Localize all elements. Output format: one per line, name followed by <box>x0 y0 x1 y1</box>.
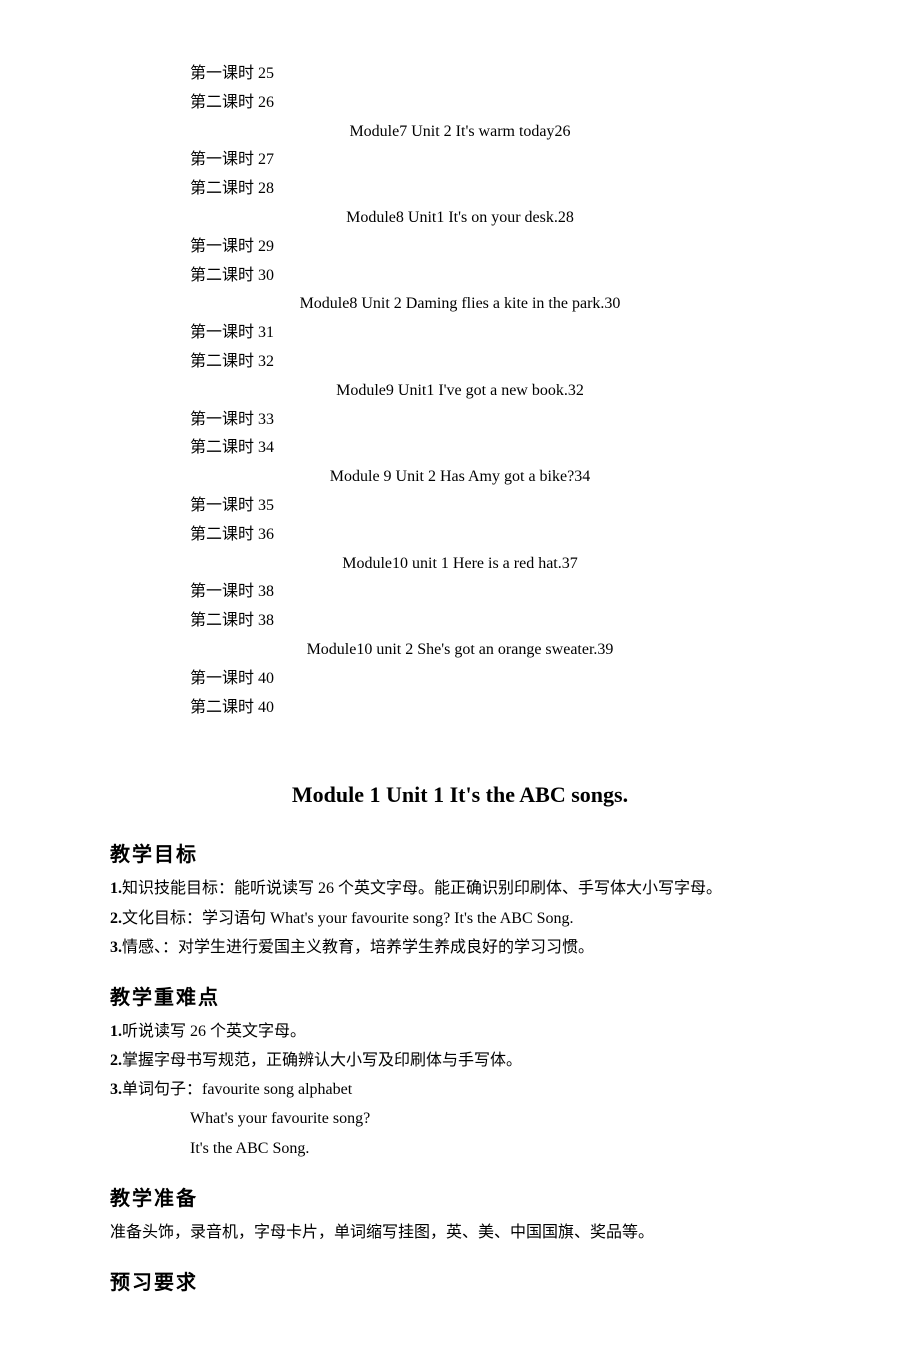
toc-row: 第二课时 34 <box>110 434 810 463</box>
keypoint-line: 2.掌握字母书写规范，正确辨认大小写及印刷体与手写体。 <box>110 1047 810 1074</box>
toc-row: 第一课时 38 <box>110 578 810 607</box>
objective-line: 2.文化目标：学习语句 What's your favourite song? … <box>110 905 810 932</box>
toc-row: 第一课时 29 <box>110 233 810 262</box>
text: 知识技能目标：能听说读写 26 个英文字母。能正确识别印刷体、手写体大小写字母。 <box>122 880 722 897</box>
text: 情感、：对学生进行爱国主义教育，培养学生养成良好的学习习惯。 <box>122 939 594 956</box>
keypoint-indented: What's your favourite song? <box>110 1105 810 1132</box>
toc-row: 第一课时 25 <box>110 60 810 89</box>
toc-row: 第二课时 32 <box>110 348 810 377</box>
text: 单词句子：favourite song alphabet <box>122 1081 352 1098</box>
toc-row: Module8 Unit1 It's on your desk.28 <box>110 204 810 233</box>
keypoint-indented: It's the ABC Song. <box>110 1135 810 1162</box>
toc-row: Module10 unit 2 She's got an orange swea… <box>110 636 810 665</box>
heading-keypoints: 教学重难点 <box>110 981 810 1010</box>
toc-row: 第一课时 33 <box>110 406 810 435</box>
text: 文化目标：学习语句 What's your favourite song? It… <box>122 910 574 927</box>
toc-row: 第一课时 35 <box>110 492 810 521</box>
toc-row: Module10 unit 1 Here is a red hat.37 <box>110 550 810 579</box>
toc-row: 第二课时 30 <box>110 262 810 291</box>
toc-row: 第一课时 27 <box>110 146 810 175</box>
toc-row: 第二课时 26 <box>110 89 810 118</box>
objective-line: 1.知识技能目标：能听说读写 26 个英文字母。能正确识别印刷体、手写体大小写字… <box>110 875 810 902</box>
text: 掌握字母书写规范，正确辨认大小写及印刷体与手写体。 <box>122 1052 522 1069</box>
heading-objectives: 教学目标 <box>110 838 810 867</box>
toc-row: 第一课时 31 <box>110 319 810 348</box>
heading-prep: 教学准备 <box>110 1182 810 1211</box>
keypoint-line: 1.听说读写 26 个英文字母。 <box>110 1018 810 1045</box>
toc-row: Module 9 Unit 2 Has Amy got a bike?34 <box>110 463 810 492</box>
toc-row: Module9 Unit1 I've got a new book.32 <box>110 377 810 406</box>
prep-line: 准备头饰，录音机，字母卡片，单词缩写挂图，英、美、中国国旗、奖品等。 <box>110 1219 810 1246</box>
objective-line: 3.情感、：对学生进行爱国主义教育，培养学生养成良好的学习习惯。 <box>110 934 810 961</box>
keypoint-line: 3.单词句子：favourite song alphabet <box>110 1076 810 1103</box>
toc-block: 第一课时 25第二课时 26Module7 Unit 2 It's warm t… <box>110 60 810 722</box>
toc-row: Module8 Unit 2 Daming flies a kite in th… <box>110 290 810 319</box>
toc-row: Module7 Unit 2 It's warm today26 <box>110 118 810 147</box>
toc-row: 第二课时 38 <box>110 607 810 636</box>
module-title: Module 1 Unit 1 It's the ABC songs. <box>110 782 810 808</box>
text: 听说读写 26 个英文字母。 <box>122 1023 306 1040</box>
toc-row: 第二课时 28 <box>110 175 810 204</box>
toc-row: 第二课时 36 <box>110 521 810 550</box>
heading-preview: 预习要求 <box>110 1266 810 1295</box>
toc-row: 第一课时 40 <box>110 665 810 694</box>
document-page: 第一课时 25第二课时 26Module7 Unit 2 It's warm t… <box>0 0 920 1363</box>
toc-row: 第二课时 40 <box>110 694 810 723</box>
